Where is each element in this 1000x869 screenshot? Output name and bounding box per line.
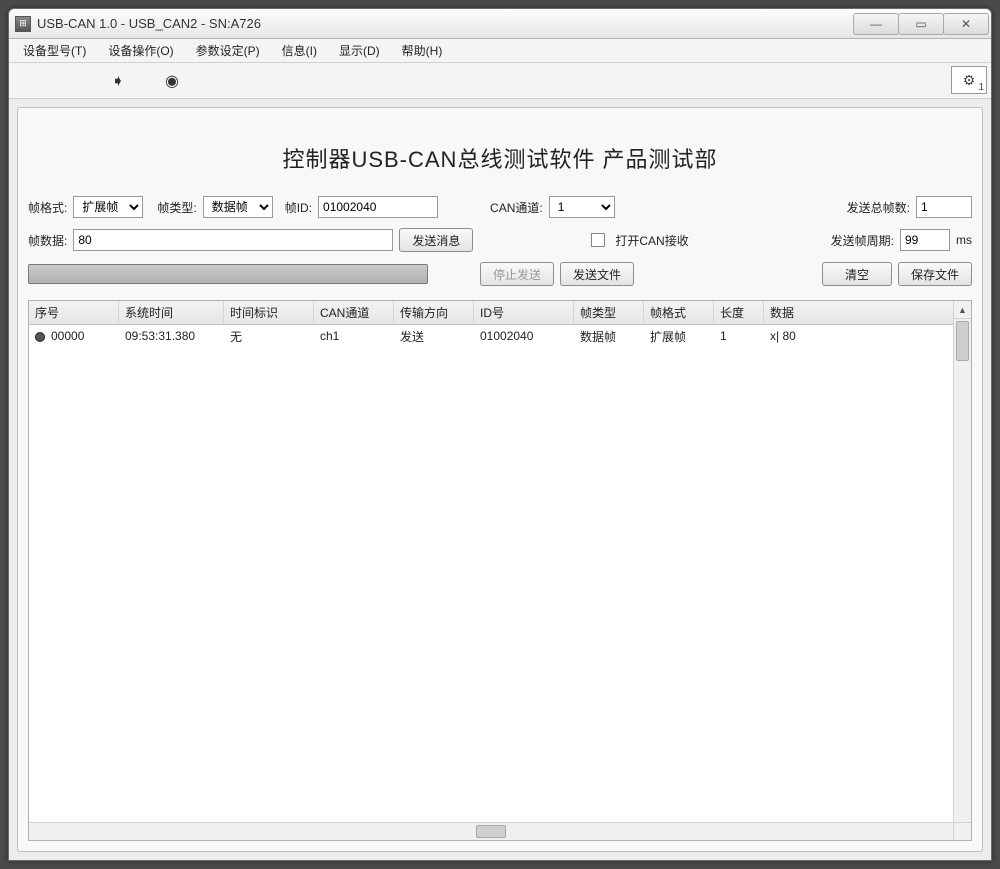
frame-format-select[interactable]: 扩展帧 (73, 196, 143, 218)
cell-seq: 00000 (51, 329, 84, 343)
window-buttons: — ▭ ✕ (854, 13, 989, 35)
row-status-dot-icon (35, 332, 45, 342)
toolbar-counter-badge: ⚙ 1 (951, 66, 987, 94)
titlebar: ⊞ USB-CAN 1.0 - USB_CAN2 - SN:A726 — ▭ ✕ (9, 9, 991, 39)
send-message-button[interactable]: 发送消息 (399, 228, 473, 252)
toolbar: ➧ ◉ ⚙ 1 (9, 63, 991, 99)
menu-device-operation[interactable]: 设备操作(O) (98, 39, 183, 62)
data-table: 序号 系统时间 时间标识 CAN通道 传输方向 ID号 帧类型 帧格式 长度 数… (28, 300, 972, 841)
menu-device-model[interactable]: 设备型号(T) (13, 39, 96, 62)
send-file-button[interactable]: 发送文件 (560, 262, 634, 286)
col-frametype[interactable]: 帧类型 (574, 301, 644, 324)
maximize-button[interactable]: ▭ (898, 13, 944, 35)
scroll-up-icon[interactable]: ▲ (954, 301, 971, 319)
menu-parameter-settings[interactable]: 参数设定(P) (186, 39, 270, 62)
table-row[interactable]: 00000 09:53:31.380 无 ch1 发送 01002040 数据帧… (29, 325, 971, 347)
col-length[interactable]: 长度 (714, 301, 764, 324)
form-area: 帧格式: 扩展帧 帧类型: 数据帧 帧ID: CAN通道: 1 (28, 196, 972, 286)
menu-help[interactable]: 帮助(H) (392, 39, 453, 62)
toolbar-record-button[interactable]: ◉ (159, 68, 185, 94)
app-window: ⊞ USB-CAN 1.0 - USB_CAN2 - SN:A726 — ▭ ✕… (8, 8, 992, 861)
form-row-3: 停止发送 发送文件 清空 保存文件 (28, 262, 972, 286)
cell-direction: 发送 (394, 328, 474, 345)
scroll-thumb-h[interactable] (476, 825, 506, 838)
send-total-label: 发送总帧数: (847, 199, 910, 216)
horizontal-scrollbar[interactable] (29, 822, 953, 840)
toolbar-send-button[interactable]: ➧ (105, 68, 131, 94)
frame-data-label: 帧数据: (28, 232, 67, 249)
window-title: USB-CAN 1.0 - USB_CAN2 - SN:A726 (37, 16, 854, 31)
col-sequence[interactable]: 序号 (29, 301, 119, 324)
arrow-right-icon: ➧ (111, 71, 124, 91)
app-icon: ⊞ (15, 16, 31, 32)
frame-id-label: 帧ID: (285, 199, 312, 216)
form-row-2: 帧数据: 发送消息 打开CAN接收 发送帧周期: ms (28, 228, 972, 252)
col-systime[interactable]: 系统时间 (119, 301, 224, 324)
cell-timestamp: 无 (224, 328, 314, 345)
cell-frameformat: 扩展帧 (644, 328, 714, 345)
clear-button[interactable]: 清空 (822, 262, 892, 286)
scroll-corner (953, 822, 971, 840)
panel-heading: 控制器USB-CAN总线测试软件 产品测试部 (28, 142, 972, 174)
save-file-button[interactable]: 保存文件 (898, 262, 972, 286)
frame-type-label: 帧类型: (157, 199, 196, 216)
frame-format-label: 帧格式: (28, 199, 67, 216)
col-channel[interactable]: CAN通道 (314, 301, 394, 324)
send-total-input[interactable] (916, 196, 972, 218)
close-button[interactable]: ✕ (943, 13, 989, 35)
col-direction[interactable]: 传输方向 (394, 301, 474, 324)
cell-length: 1 (714, 329, 764, 343)
cell-systime: 09:53:31.380 (119, 329, 224, 343)
stop-send-button[interactable]: 停止发送 (480, 262, 554, 286)
scroll-thumb-v[interactable] (956, 321, 969, 361)
send-period-input[interactable] (900, 229, 950, 251)
send-period-label: 发送帧周期: (831, 232, 894, 249)
col-frameformat[interactable]: 帧格式 (644, 301, 714, 324)
record-icon: ◉ (165, 71, 179, 91)
menubar: 设备型号(T) 设备操作(O) 参数设定(P) 信息(I) 显示(D) 帮助(H… (9, 39, 991, 63)
send-period-unit: ms (956, 233, 972, 247)
cell-id: 01002040 (474, 329, 574, 343)
minimize-button[interactable]: — (853, 13, 899, 35)
can-channel-label: CAN通道: (490, 199, 543, 216)
vertical-scrollbar[interactable]: ▲ (953, 301, 971, 822)
frame-data-input[interactable] (73, 229, 393, 251)
table-header: 序号 系统时间 时间标识 CAN通道 传输方向 ID号 帧类型 帧格式 长度 数… (29, 301, 971, 325)
cell-channel: ch1 (314, 329, 394, 343)
col-timestamp[interactable]: 时间标识 (224, 301, 314, 324)
table-body: 00000 09:53:31.380 无 ch1 发送 01002040 数据帧… (29, 325, 971, 840)
can-channel-select[interactable]: 1 (549, 196, 615, 218)
cell-frametype: 数据帧 (574, 328, 644, 345)
cell-data: x| 80 (764, 329, 971, 343)
menu-display[interactable]: 显示(D) (329, 39, 390, 62)
col-data[interactable]: 数据 (764, 301, 971, 324)
frame-id-input[interactable] (318, 196, 438, 218)
open-can-recv-checkbox[interactable] (591, 233, 605, 247)
progress-bar (28, 264, 428, 284)
menu-information[interactable]: 信息(I) (272, 39, 327, 62)
client-area: 控制器USB-CAN总线测试软件 产品测试部 帧格式: 扩展帧 帧类型: 数据帧… (9, 99, 991, 860)
col-id[interactable]: ID号 (474, 301, 574, 324)
open-can-recv-label: 打开CAN接收 (615, 232, 688, 249)
frame-type-select[interactable]: 数据帧 (203, 196, 273, 218)
form-row-1: 帧格式: 扩展帧 帧类型: 数据帧 帧ID: CAN通道: 1 (28, 196, 972, 218)
main-panel: 控制器USB-CAN总线测试软件 产品测试部 帧格式: 扩展帧 帧类型: 数据帧… (17, 107, 983, 852)
